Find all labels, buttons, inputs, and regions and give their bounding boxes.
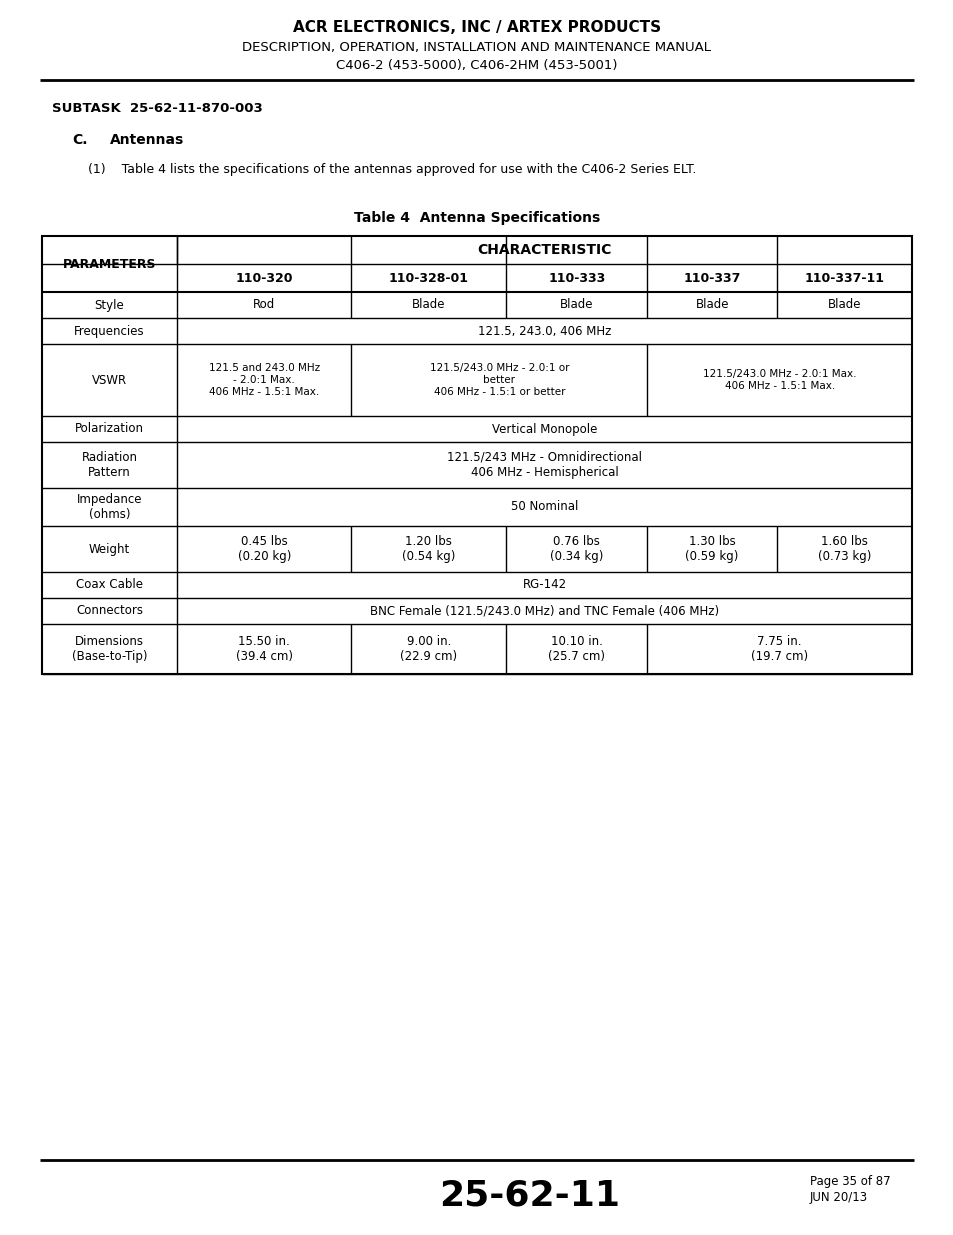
Text: VSWR: VSWR	[91, 373, 127, 387]
Text: Weight: Weight	[89, 542, 131, 556]
Text: C.: C.	[71, 133, 88, 147]
Text: 1.60 lbs
(0.73 kg): 1.60 lbs (0.73 kg)	[817, 535, 870, 563]
Text: 121.5/243.0 MHz - 2.0:1 Max.
406 MHz - 1.5:1 Max.: 121.5/243.0 MHz - 2.0:1 Max. 406 MHz - 1…	[702, 369, 856, 390]
Text: 15.50 in.
(39.4 cm): 15.50 in. (39.4 cm)	[235, 635, 293, 663]
Bar	[42, 236, 911, 674]
Text: Coax Cable: Coax Cable	[76, 578, 143, 592]
Text: Frequencies: Frequencies	[74, 325, 145, 337]
Text: SUBTASK  25-62-11-870-003: SUBTASK 25-62-11-870-003	[52, 101, 262, 115]
Text: 1.30 lbs
(0.59 kg): 1.30 lbs (0.59 kg)	[684, 535, 738, 563]
Text: Polarization: Polarization	[75, 422, 144, 436]
Text: 0.76 lbs
(0.34 kg): 0.76 lbs (0.34 kg)	[550, 535, 603, 563]
Text: Blade: Blade	[695, 299, 728, 311]
Text: 50 Nominal: 50 Nominal	[511, 500, 578, 514]
Text: 121.5, 243.0, 406 MHz: 121.5, 243.0, 406 MHz	[477, 325, 611, 337]
Text: BNC Female (121.5/243.0 MHz) and TNC Female (406 MHz): BNC Female (121.5/243.0 MHz) and TNC Fem…	[370, 604, 719, 618]
Text: JUN 20/13: JUN 20/13	[809, 1192, 867, 1204]
Text: 110-328-01: 110-328-01	[389, 272, 468, 284]
Text: 121.5/243 MHz - Omnidirectional
406 MHz - Hemispherical: 121.5/243 MHz - Omnidirectional 406 MHz …	[447, 451, 641, 479]
Text: Page 35 of 87: Page 35 of 87	[809, 1176, 890, 1188]
Text: Radiation
Pattern: Radiation Pattern	[82, 451, 137, 479]
Text: 9.00 in.
(22.9 cm): 9.00 in. (22.9 cm)	[400, 635, 456, 663]
Text: Vertical Monopole: Vertical Monopole	[492, 422, 597, 436]
Text: ACR ELECTRONICS, INC / ARTEX PRODUCTS: ACR ELECTRONICS, INC / ARTEX PRODUCTS	[293, 21, 660, 36]
Text: 110-337: 110-337	[682, 272, 740, 284]
Text: RG-142: RG-142	[522, 578, 566, 592]
Text: C406-2 (453-5000), C406-2HM (453-5001): C406-2 (453-5000), C406-2HM (453-5001)	[335, 59, 618, 73]
Text: Impedance
(ohms): Impedance (ohms)	[77, 493, 142, 521]
Text: 1.20 lbs
(0.54 kg): 1.20 lbs (0.54 kg)	[401, 535, 455, 563]
Text: Table 4  Antenna Specifications: Table 4 Antenna Specifications	[354, 211, 599, 225]
Text: 121.5/243.0 MHz - 2.0:1 or
better
406 MHz - 1.5:1 or better: 121.5/243.0 MHz - 2.0:1 or better 406 MH…	[429, 363, 569, 396]
Text: Antennas: Antennas	[110, 133, 184, 147]
Text: 110-333: 110-333	[548, 272, 605, 284]
Text: 7.75 in.
(19.7 cm): 7.75 in. (19.7 cm)	[750, 635, 807, 663]
Text: CHARACTERISTIC: CHARACTERISTIC	[476, 243, 611, 257]
Text: Connectors: Connectors	[76, 604, 143, 618]
Text: Blade: Blade	[827, 299, 861, 311]
Text: PARAMETERS: PARAMETERS	[63, 258, 156, 270]
Text: DESCRIPTION, OPERATION, INSTALLATION AND MAINTENANCE MANUAL: DESCRIPTION, OPERATION, INSTALLATION AND…	[242, 42, 711, 54]
Text: 121.5 and 243.0 MHz
- 2.0:1 Max.
406 MHz - 1.5:1 Max.: 121.5 and 243.0 MHz - 2.0:1 Max. 406 MHz…	[209, 363, 319, 396]
Text: 0.45 lbs
(0.20 kg): 0.45 lbs (0.20 kg)	[237, 535, 291, 563]
Text: Rod: Rod	[253, 299, 275, 311]
Text: Blade: Blade	[559, 299, 593, 311]
Text: 25-62-11: 25-62-11	[439, 1178, 619, 1212]
Text: 110-337-11: 110-337-11	[803, 272, 883, 284]
Text: 110-320: 110-320	[235, 272, 293, 284]
Text: Blade: Blade	[412, 299, 445, 311]
Text: Style: Style	[94, 299, 124, 311]
Text: (1)    Table 4 lists the specifications of the antennas approved for use with th: (1) Table 4 lists the specifications of …	[88, 163, 696, 177]
Text: Dimensions
(Base-to-Tip): Dimensions (Base-to-Tip)	[71, 635, 147, 663]
Text: 10.10 in.
(25.7 cm): 10.10 in. (25.7 cm)	[548, 635, 605, 663]
